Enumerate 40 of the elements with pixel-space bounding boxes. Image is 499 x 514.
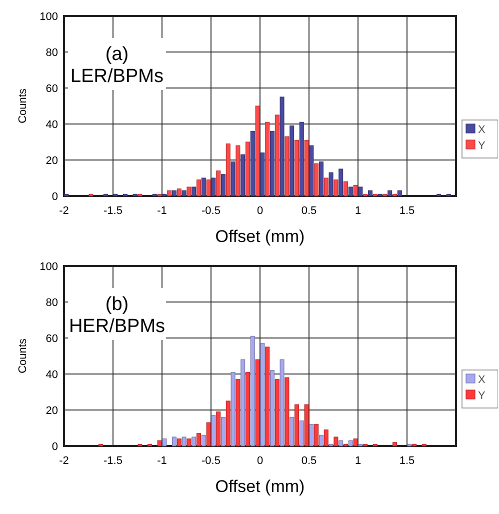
y-tick-label: 0 bbox=[52, 191, 58, 203]
x-tick-label: 0.5 bbox=[301, 205, 317, 217]
y-tick-label: 100 bbox=[40, 11, 58, 23]
x-tick-label: -1.5 bbox=[104, 455, 122, 467]
x-tick-label: 1.5 bbox=[399, 205, 415, 217]
x-axis-title: Offset (mm) bbox=[215, 477, 305, 496]
y-tick-label: 0 bbox=[52, 441, 58, 453]
y-tick-label: 40 bbox=[46, 369, 58, 381]
y-tick-label: 60 bbox=[46, 333, 58, 345]
y-tick-label: 100 bbox=[40, 261, 58, 273]
annotation: (a) bbox=[105, 44, 129, 65]
annotation: LER/BPMs bbox=[70, 66, 164, 87]
x-tick-label: -2 bbox=[59, 455, 69, 467]
x-tick-label: 0 bbox=[256, 455, 264, 467]
legend-label: Y bbox=[478, 390, 486, 402]
y-tick-label: 80 bbox=[46, 47, 58, 59]
y-axis-title: Counts bbox=[17, 338, 29, 374]
annotation: HER/BPMs bbox=[68, 316, 166, 337]
x-tick-label: -1 bbox=[157, 205, 167, 217]
annotation: (b) bbox=[105, 294, 129, 315]
legend-label: X bbox=[478, 124, 486, 136]
y-axis-title: Counts bbox=[17, 88, 29, 124]
x-tick-label: -2 bbox=[59, 205, 69, 217]
y-tick-label: 20 bbox=[46, 405, 58, 417]
legend-label: X bbox=[478, 374, 486, 386]
x-tick-label: 1 bbox=[354, 455, 362, 467]
x-tick-label: -0.5 bbox=[202, 205, 220, 217]
x-tick-label: -1 bbox=[157, 455, 167, 467]
y-tick-label: 20 bbox=[46, 155, 58, 167]
legend-label: Y bbox=[478, 140, 486, 152]
x-tick-label: 1.5 bbox=[399, 455, 415, 467]
y-tick-label: 80 bbox=[46, 297, 58, 309]
x-tick-label: -0.5 bbox=[202, 455, 220, 467]
y-tick-label: 60 bbox=[46, 83, 58, 95]
x-axis-title: Offset (mm) bbox=[215, 227, 305, 246]
x-tick-label: -1.5 bbox=[104, 205, 122, 217]
x-tick-label: 1 bbox=[354, 205, 362, 217]
y-tick-label: 40 bbox=[46, 119, 58, 131]
x-tick-label: 0 bbox=[256, 205, 264, 217]
x-tick-label: 0.5 bbox=[301, 455, 317, 467]
